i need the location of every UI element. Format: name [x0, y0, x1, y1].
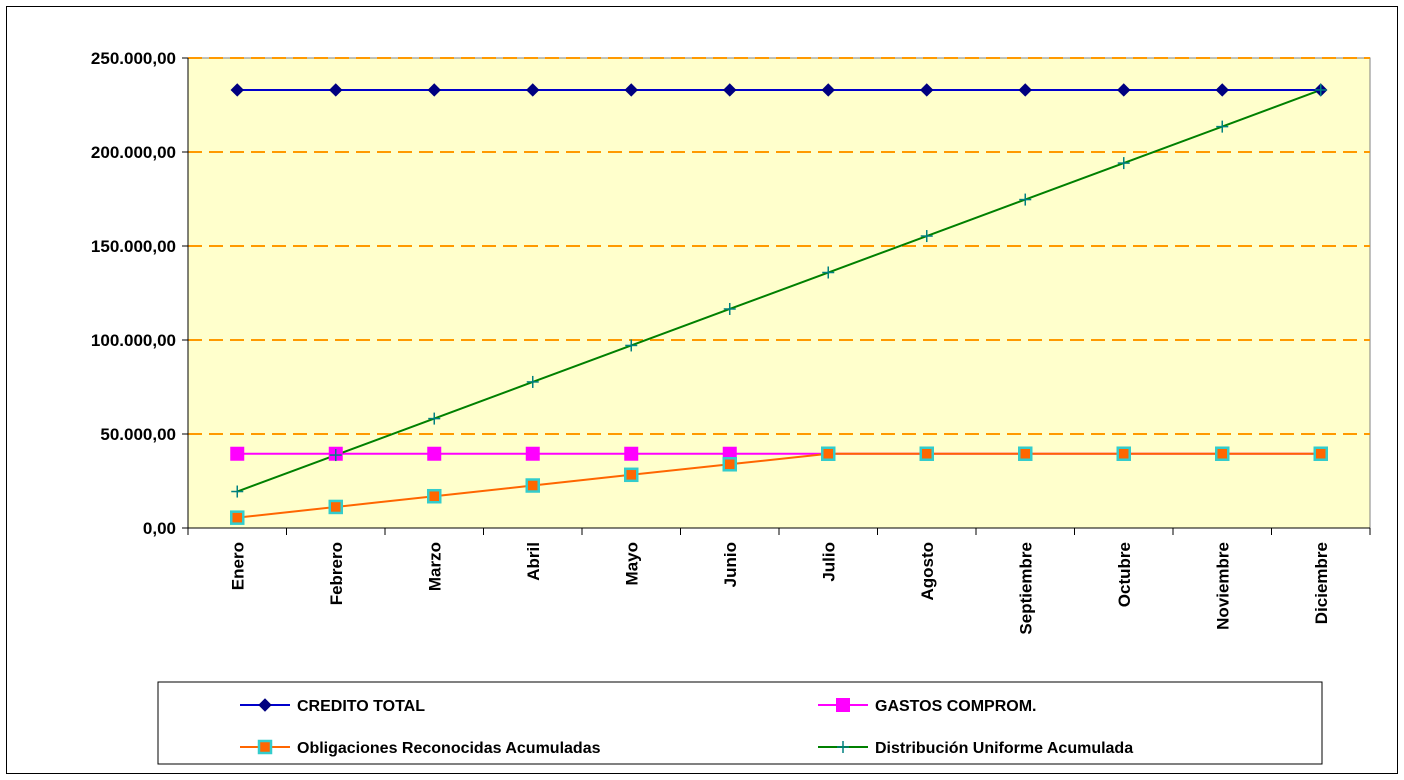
series-line-obligaciones-reconocidas-acumuladas — [237, 452, 1321, 519]
point-distribucion-uniforme-acumulada-junio — [723, 302, 736, 315]
point-obligaciones-reconocidas-acumuladas-octubre — [1116, 446, 1131, 461]
point-distribucion-uniforme-acumulada-febrero — [329, 449, 342, 462]
point-distribucion-uniforme-acumulada-noviembre — [1216, 120, 1229, 133]
point-credito-total-mayo — [624, 83, 638, 97]
point-obligaciones-reconocidas-acumuladas-mayo — [624, 467, 639, 483]
plot-area — [187, 57, 1371, 529]
x-tick-label-octubre: Octubre — [1115, 542, 1134, 607]
point-credito-total-marzo — [427, 83, 441, 97]
point-distribucion-uniforme-acumulada-julio — [822, 266, 835, 279]
point-gastos-comprom-enero — [230, 446, 245, 461]
series-line-distribucion-uniforme-acumulada — [236, 89, 1322, 493]
point-distribucion-uniforme-acumulada-septiembre — [1019, 193, 1032, 206]
point-obligaciones-reconocidas-acumuladas-enero — [230, 510, 245, 525]
legend-label-gastos-comprom: GASTOS COMPROM. — [875, 698, 1037, 715]
point-distribucion-uniforme-acumulada-diciembre — [1314, 83, 1327, 96]
point-credito-total-agosto — [920, 83, 934, 97]
point-gastos-comprom-abril — [525, 446, 540, 461]
point-distribucion-uniforme-acumulada-mayo — [625, 339, 638, 352]
point-distribucion-uniforme-acumulada-abril — [526, 375, 539, 388]
y-tick-label: 0,00 — [143, 519, 176, 538]
point-obligaciones-reconocidas-acumuladas-diciembre — [1313, 446, 1328, 461]
point-distribucion-uniforme-acumulada-agosto — [920, 230, 933, 243]
point-credito-total-julio — [821, 83, 835, 97]
gridlines — [188, 57, 1370, 435]
y-tick-label: 100.000,00 — [91, 331, 176, 350]
series-markers — [230, 83, 1328, 525]
y-tick-label: 250.000,00 — [91, 49, 176, 68]
point-gastos-comprom-mayo — [624, 446, 639, 461]
point-distribucion-uniforme-acumulada-marzo — [428, 412, 441, 425]
x-tick-label-noviembre: Noviembre — [1213, 542, 1232, 630]
point-obligaciones-reconocidas-acumuladas-noviembre — [1215, 446, 1230, 461]
legend-label-distribucion-uniforme-acumulada: Distribución Uniforme Acumulada — [875, 740, 1133, 757]
y-tick-label: 200.000,00 — [91, 143, 176, 162]
point-credito-total-septiembre — [1018, 83, 1032, 97]
point-distribucion-uniforme-acumulada-octubre — [1117, 157, 1130, 170]
x-tick-label-febrero: Febrero — [327, 542, 346, 605]
legend-marker-gastos-comprom — [836, 698, 850, 712]
point-credito-total-junio — [723, 83, 737, 97]
legend-label-obligaciones-reconocidas-acumuladas: Obligaciones Reconocidas Acumuladas — [297, 740, 601, 757]
point-credito-total-febrero — [329, 83, 343, 97]
series-lines — [236, 88, 1322, 519]
legend-marker-obligaciones-reconocidas-acumuladas — [257, 739, 273, 755]
x-tick-label-agosto: Agosto — [918, 542, 937, 601]
point-obligaciones-reconocidas-acumuladas-abril — [525, 478, 540, 493]
point-obligaciones-reconocidas-acumuladas-marzo — [427, 488, 442, 504]
point-obligaciones-reconocidas-acumuladas-junio — [722, 457, 737, 472]
x-tick-label-mayo: Mayo — [622, 542, 641, 585]
x-tick-label-julio: Julio — [819, 542, 838, 582]
legend-marker-distribucion-uniforme-acumulada — [837, 741, 849, 753]
point-obligaciones-reconocidas-acumuladas-agosto — [919, 446, 934, 461]
x-tick-label-septiembre: Septiembre — [1016, 542, 1035, 635]
point-credito-total-noviembre — [1215, 83, 1229, 97]
axes: 0,00 50.000,00 100.000,00 150.000,00 200.000… — [91, 49, 1371, 635]
point-distribucion-uniforme-acumulada-enero — [231, 485, 244, 498]
point-credito-total-enero — [230, 83, 244, 97]
legend-label-credito-total: CREDITO TOTAL — [297, 698, 425, 715]
legend-marker-credito-total — [258, 698, 272, 712]
point-obligaciones-reconocidas-acumuladas-febrero — [328, 499, 343, 515]
point-credito-total-octubre — [1117, 83, 1131, 97]
x-tick-label-abril: Abril — [524, 542, 543, 581]
x-tick-label-junio: Junio — [721, 542, 740, 587]
x-tick-label-marzo: Marzo — [425, 542, 444, 591]
y-tick-label: 150.000,00 — [91, 237, 176, 256]
point-obligaciones-reconocidas-acumuladas-julio — [821, 446, 836, 461]
y-tick-label: 50.000,00 — [100, 425, 176, 444]
legend: CREDITO TOTAL GASTOS COMPROM. Obligaciones… — [157, 681, 1323, 765]
legend-box — [157, 681, 1323, 765]
point-gastos-comprom-marzo — [427, 446, 442, 461]
x-tick-label-enero: Enero — [228, 542, 247, 590]
x-tick-label-diciembre: Diciembre — [1312, 542, 1331, 624]
point-obligaciones-reconocidas-acumuladas-septiembre — [1018, 446, 1033, 461]
point-credito-total-abril — [526, 83, 540, 97]
